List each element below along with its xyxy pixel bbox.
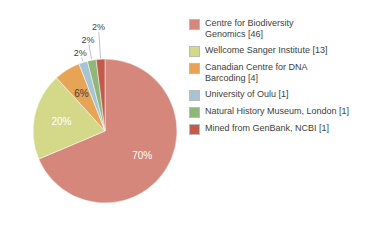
svg-text:20%: 20% [51,116,71,127]
svg-text:70%: 70% [132,150,152,161]
html-text:University of Oulu [1]: University of Oulu [1] [205,89,289,99]
html-text:Natural History Museum, London: Natural History Museum, London [1] [205,106,350,116]
svg-text:2%: 2% [74,48,87,58]
svg-text:2%: 2% [81,35,94,45]
html-text:Mined from GenBank, NCBI [1]: Mined from GenBank, NCBI [1] [205,123,330,133]
html-text:Centre for Biodiversity Genomi: Centre for Biodiversity Genomics [46] [205,18,294,39]
html-text:Wellcome Sanger Institute [13]: Wellcome Sanger Institute [13] [205,45,328,55]
svg-text:6%: 6% [74,88,89,99]
svg-text:2%: 2% [92,22,105,32]
html-text:Canadian Centre for DNA Barcod: Canadian Centre for DNA Barcoding [4] [205,62,308,83]
